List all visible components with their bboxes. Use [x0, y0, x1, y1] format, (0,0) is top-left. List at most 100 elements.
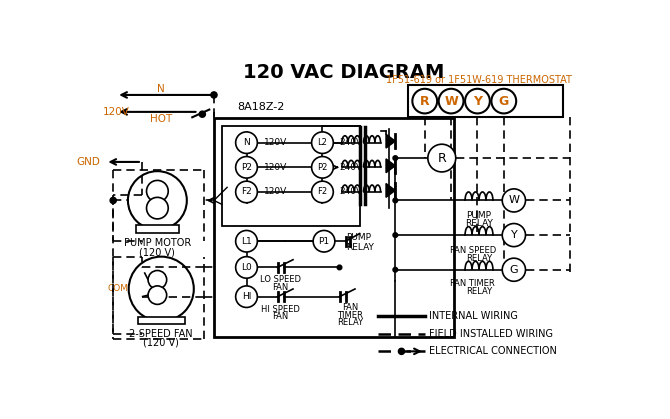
Circle shape: [393, 267, 397, 272]
Text: PUMP: PUMP: [466, 211, 492, 220]
Circle shape: [128, 171, 187, 230]
Polygon shape: [386, 159, 395, 173]
Text: RELAY: RELAY: [466, 253, 492, 263]
Text: P1: P1: [318, 237, 330, 246]
Polygon shape: [386, 134, 395, 148]
Text: F2: F2: [318, 187, 328, 197]
Circle shape: [236, 257, 257, 278]
Text: RELAY: RELAY: [337, 318, 363, 327]
Text: FIELD INSTALLED WIRING: FIELD INSTALLED WIRING: [429, 328, 553, 339]
Text: R: R: [438, 152, 446, 165]
Text: FAN SPEED: FAN SPEED: [450, 246, 496, 255]
Text: 240V: 240V: [340, 187, 362, 197]
Circle shape: [399, 348, 405, 354]
Text: N: N: [157, 84, 165, 94]
Text: HI: HI: [153, 291, 162, 300]
Text: N: N: [243, 138, 250, 147]
Circle shape: [502, 189, 525, 212]
Text: PUMP: PUMP: [346, 233, 371, 242]
Text: Y: Y: [511, 230, 517, 240]
Text: W: W: [509, 195, 519, 205]
Text: FAN: FAN: [342, 303, 358, 312]
Text: 8A18Z-2: 8A18Z-2: [237, 102, 285, 112]
Text: 240V: 240V: [340, 163, 362, 172]
Circle shape: [147, 181, 168, 202]
Circle shape: [502, 258, 525, 281]
Circle shape: [236, 286, 257, 308]
Text: 2-SPEED FAN: 2-SPEED FAN: [129, 328, 193, 339]
Text: R: R: [420, 95, 429, 108]
Circle shape: [236, 230, 257, 252]
Text: LO SPEED: LO SPEED: [260, 275, 301, 284]
Text: 120 VAC DIAGRAM: 120 VAC DIAGRAM: [243, 62, 444, 82]
Text: FAN: FAN: [273, 312, 289, 321]
Circle shape: [148, 271, 167, 289]
Text: FAN: FAN: [273, 283, 289, 292]
Text: HI SPEED: HI SPEED: [261, 305, 300, 313]
Circle shape: [387, 163, 391, 168]
Circle shape: [313, 230, 335, 252]
Circle shape: [148, 286, 167, 304]
Circle shape: [387, 188, 391, 193]
Bar: [135, 225, 179, 233]
Circle shape: [211, 92, 217, 98]
Text: L2: L2: [318, 138, 328, 147]
Circle shape: [439, 89, 464, 114]
Text: HI: HI: [242, 292, 251, 301]
Text: 120V: 120V: [263, 163, 287, 172]
Circle shape: [337, 265, 342, 270]
Text: Y: Y: [473, 95, 482, 108]
Circle shape: [491, 89, 516, 114]
Text: W: W: [444, 95, 458, 108]
Circle shape: [465, 89, 490, 114]
Circle shape: [393, 198, 397, 203]
Text: ELECTRICAL CONNECTION: ELECTRICAL CONNECTION: [429, 347, 557, 356]
Circle shape: [428, 144, 456, 172]
Text: P2: P2: [318, 163, 328, 172]
Circle shape: [236, 157, 257, 178]
Text: RELAY: RELAY: [346, 243, 374, 252]
Bar: [408, 85, 563, 117]
Text: TIMER: TIMER: [338, 310, 363, 320]
Circle shape: [312, 157, 333, 178]
Text: RELAY: RELAY: [465, 219, 493, 228]
Text: G: G: [510, 265, 518, 275]
Circle shape: [199, 111, 206, 117]
Circle shape: [393, 156, 397, 160]
Text: LO: LO: [151, 275, 163, 284]
Circle shape: [312, 132, 333, 153]
Text: GND: GND: [76, 157, 100, 167]
Circle shape: [129, 257, 194, 321]
Text: HOT: HOT: [150, 114, 172, 124]
Circle shape: [502, 223, 525, 247]
Bar: [222, 126, 360, 226]
Text: (120 V): (120 V): [143, 338, 179, 348]
Text: L1: L1: [241, 237, 252, 246]
Circle shape: [387, 139, 391, 143]
Circle shape: [236, 132, 257, 153]
Text: 120V: 120V: [263, 138, 287, 147]
Text: COM: COM: [108, 285, 129, 293]
Text: FAN TIMER: FAN TIMER: [450, 279, 495, 288]
Text: F2: F2: [241, 187, 252, 197]
Text: 120V: 120V: [263, 187, 287, 197]
Circle shape: [412, 89, 437, 114]
Text: RELAY: RELAY: [466, 287, 492, 296]
Text: PUMP MOTOR: PUMP MOTOR: [124, 238, 191, 248]
Text: G: G: [498, 95, 509, 108]
Text: L0: L0: [241, 263, 252, 272]
Circle shape: [147, 197, 168, 219]
Text: 240V: 240V: [340, 138, 362, 147]
Circle shape: [110, 197, 117, 204]
Text: 120V: 120V: [103, 107, 130, 117]
Text: (120 V): (120 V): [139, 247, 176, 257]
Circle shape: [393, 233, 397, 238]
Text: 1F51-619 or 1F51W-619 THERMOSTAT: 1F51-619 or 1F51W-619 THERMOSTAT: [386, 75, 572, 85]
Bar: [214, 118, 454, 337]
Bar: [138, 317, 184, 324]
Circle shape: [236, 181, 257, 203]
Circle shape: [312, 181, 333, 203]
Polygon shape: [386, 184, 395, 197]
Text: P2: P2: [241, 163, 252, 172]
Text: INTERNAL WIRING: INTERNAL WIRING: [429, 311, 517, 321]
